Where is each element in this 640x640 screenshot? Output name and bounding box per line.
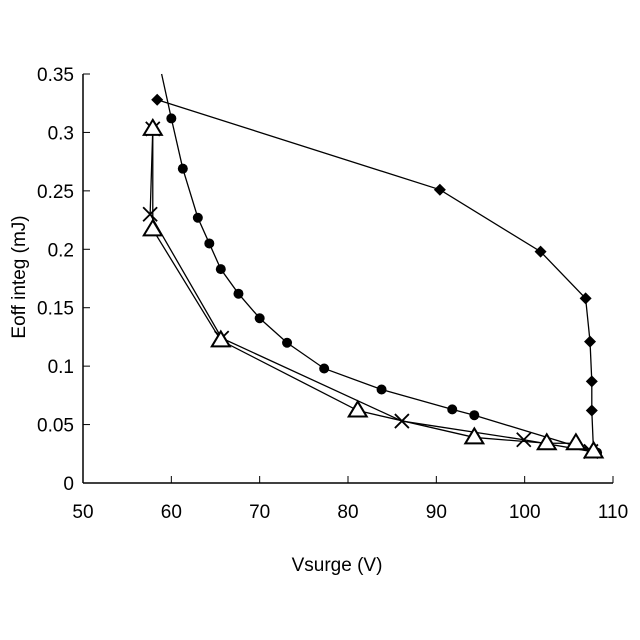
y-tick-label: 0.25: [37, 182, 74, 203]
triangle-marker: [142, 218, 164, 237]
triangle-marker: [210, 329, 232, 348]
x-axis-label: Vsurge (V): [292, 555, 383, 576]
diamond-marker: [584, 335, 597, 348]
axes: 50 60 70 80 90 100 110 00.050.10.150.20.250.30…: [37, 65, 628, 523]
y-tick-label: 0.3: [48, 123, 74, 144]
cross-series-line: [149, 128, 592, 453]
diamond-marker: [534, 245, 547, 258]
x-tick-label: 110: [598, 502, 628, 523]
cross-marker: [142, 206, 158, 222]
triangle-marker: [346, 399, 369, 418]
x-tick-label: 100: [509, 502, 541, 523]
circle-marker: [319, 363, 330, 374]
y-tick-label: 0.1: [48, 357, 74, 378]
circle-marker: [469, 410, 480, 421]
y-tick-label: 0.35: [37, 65, 74, 86]
diamond-marker: [151, 93, 164, 106]
circle-marker: [215, 264, 226, 275]
x-tick-label: 70: [249, 502, 270, 523]
triangle-series-line: [152, 128, 594, 453]
triangle-marker: [565, 432, 587, 451]
series-layer: [142, 73, 605, 460]
circle-marker: [233, 288, 244, 299]
triangle-marker: [582, 440, 605, 459]
circle-series-line: [160, 73, 598, 454]
circle-marker: [166, 113, 177, 124]
y-axis-label: Eoff integ (mJ): [9, 215, 30, 338]
x-tick-label: 80: [337, 502, 358, 523]
diamond-marker: [585, 404, 598, 417]
circle-marker: [192, 212, 203, 223]
circle-marker: [254, 313, 265, 324]
x-tick-label: 90: [426, 502, 447, 523]
triangle-marker: [535, 432, 558, 451]
diamond-marker: [579, 292, 592, 305]
circle-series: [160, 73, 603, 458]
x-tick-label: 50: [72, 502, 93, 523]
y-tick-label: 0.05: [37, 416, 74, 437]
cross-series: [142, 121, 599, 460]
y-tick-label: 0.15: [37, 299, 74, 320]
circle-marker: [282, 337, 293, 348]
diamond-marker: [585, 375, 598, 388]
circle-marker: [204, 238, 215, 249]
diamond-series: [151, 93, 600, 459]
cross-marker: [516, 432, 532, 448]
y-tick-label: 0.2: [48, 240, 74, 261]
x-ticks: 50 60 70 80 90 100 110: [72, 476, 628, 523]
y-tick-label: 0: [63, 474, 74, 495]
diamond-series-line: [157, 99, 595, 453]
x-tick-label: 60: [161, 502, 182, 523]
y-ticks: 0 0.05 0.1 0.15 0.2 0.25 0.3 0.35: [37, 65, 90, 495]
circle-marker: [447, 404, 458, 415]
triangle-marker: [142, 117, 164, 136]
triangle-series: [142, 117, 605, 459]
diamond-marker: [433, 183, 446, 196]
circle-marker: [177, 163, 188, 174]
circle-marker: [376, 384, 387, 395]
triangle-marker: [463, 426, 486, 445]
